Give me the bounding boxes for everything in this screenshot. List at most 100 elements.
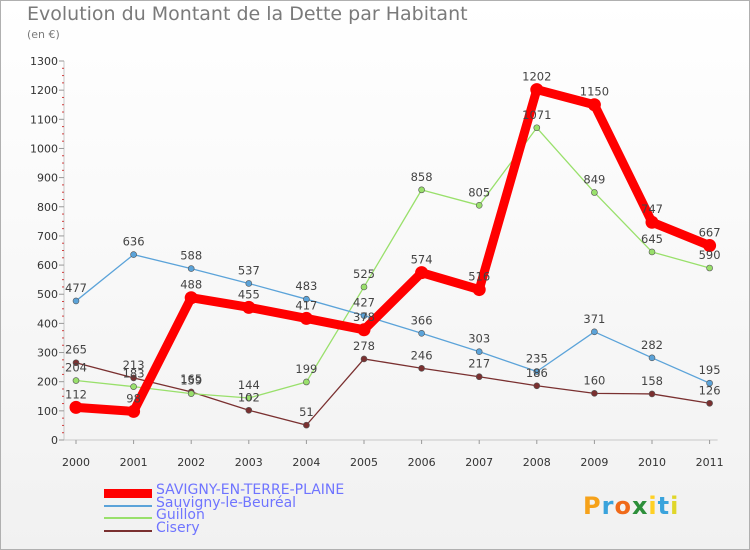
y-tick-label: 200 (37, 376, 58, 389)
data-label: 112 (65, 387, 87, 401)
logo-letter: t (657, 492, 671, 520)
chart-subtitle: (en €) (27, 28, 60, 41)
data-point (475, 373, 483, 381)
data-point (360, 283, 368, 291)
logo-letter: r (601, 492, 615, 520)
data-point (130, 251, 137, 258)
data-label: 366 (411, 313, 433, 327)
data-label: 102 (238, 390, 260, 404)
data-label: 849 (583, 172, 605, 186)
data-label: 282 (641, 338, 663, 352)
data-point (69, 400, 83, 414)
data-point (591, 328, 598, 336)
series-line (75, 253, 711, 384)
x-tick-label: 2010 (638, 456, 666, 469)
data-label: 51 (299, 405, 314, 419)
data-label: 186 (526, 366, 548, 380)
data-label: 160 (583, 373, 605, 387)
y-tick-label: 300 (37, 347, 58, 360)
data-label: 144 (238, 378, 260, 392)
logo-letter: i (648, 492, 658, 520)
data-label: 537 (238, 263, 260, 277)
value-labels: 265 213 165 102 51 278 246 217 186 160 158 126 204 18… (65, 70, 721, 420)
data-point (418, 186, 425, 194)
data-label: 588 (180, 249, 202, 263)
y-tick-label: 0 (51, 434, 58, 447)
y-tick-label: 1100 (30, 113, 58, 126)
legend-swatch (104, 517, 152, 519)
data-point (299, 311, 313, 325)
data-point (360, 312, 368, 319)
data-label: 303 (468, 332, 490, 346)
data-point (418, 329, 425, 337)
data-label: 183 (123, 367, 145, 381)
y-tick-label: 1000 (30, 142, 58, 155)
x-tick-label: 2002 (177, 456, 205, 469)
data-point (533, 124, 541, 132)
legend-swatch (104, 504, 152, 507)
x-tick-label: 2000 (62, 456, 90, 469)
data-label: 199 (295, 362, 317, 376)
legend-label: SAVIGNY-EN-TERRE-PLAINE (156, 482, 345, 498)
data-point (533, 382, 541, 390)
y-tick-label: 700 (37, 230, 58, 243)
data-label: 455 (238, 287, 260, 301)
legend-swatch (104, 488, 152, 498)
data-point (357, 323, 371, 337)
data-label: 590 (699, 248, 721, 262)
y-tick-label: 100 (37, 405, 58, 418)
data-point (587, 98, 601, 112)
data-point (472, 283, 486, 297)
logo-letter: P (583, 492, 602, 520)
legend-label: Guillon (156, 507, 205, 523)
data-point (533, 368, 541, 375)
data-point (591, 390, 598, 397)
x-tick-label: 2008 (523, 456, 551, 469)
data-label: 747 (641, 202, 663, 216)
data-point (475, 348, 483, 355)
data-point (303, 378, 310, 386)
data-point (187, 265, 195, 272)
data-label: 165 (180, 372, 202, 386)
data-point (245, 280, 253, 287)
data-point (242, 300, 256, 314)
data-label: 159 (180, 374, 202, 388)
y-tick-label: 500 (37, 288, 58, 301)
data-point (303, 421, 310, 429)
logo-letter: i (670, 492, 680, 520)
data-point (130, 374, 137, 382)
data-label: 371 (583, 312, 605, 326)
data-label: 378 (353, 310, 375, 324)
data-label: 1150 (580, 85, 609, 99)
series-line (71, 85, 715, 416)
data-point (418, 364, 425, 372)
data-point (187, 390, 195, 397)
data-label: 574 (411, 253, 433, 267)
data-point (703, 239, 717, 253)
data-point (72, 359, 80, 367)
data-point (706, 399, 713, 407)
data-label: 278 (353, 339, 375, 353)
data-point (530, 83, 544, 97)
y-tick-label: 1300 (30, 55, 58, 68)
y-tick-label: 900 (37, 172, 58, 185)
x-tick-label: 2005 (350, 456, 378, 469)
data-point (475, 202, 483, 209)
data-label: 636 (123, 235, 145, 249)
data-label: 516 (468, 270, 490, 284)
data-point (184, 291, 198, 305)
data-label: 1202 (522, 70, 551, 84)
data-point (648, 248, 656, 256)
data-point (360, 355, 368, 363)
legend-swatch (104, 529, 152, 532)
data-point (645, 215, 659, 229)
data-label: 417 (295, 298, 317, 312)
data-point (245, 394, 253, 402)
y-tick-label: 600 (37, 259, 58, 272)
logo-letter: x (631, 492, 649, 520)
data-point (706, 264, 713, 272)
data-point (591, 189, 598, 196)
data-point (706, 379, 713, 387)
